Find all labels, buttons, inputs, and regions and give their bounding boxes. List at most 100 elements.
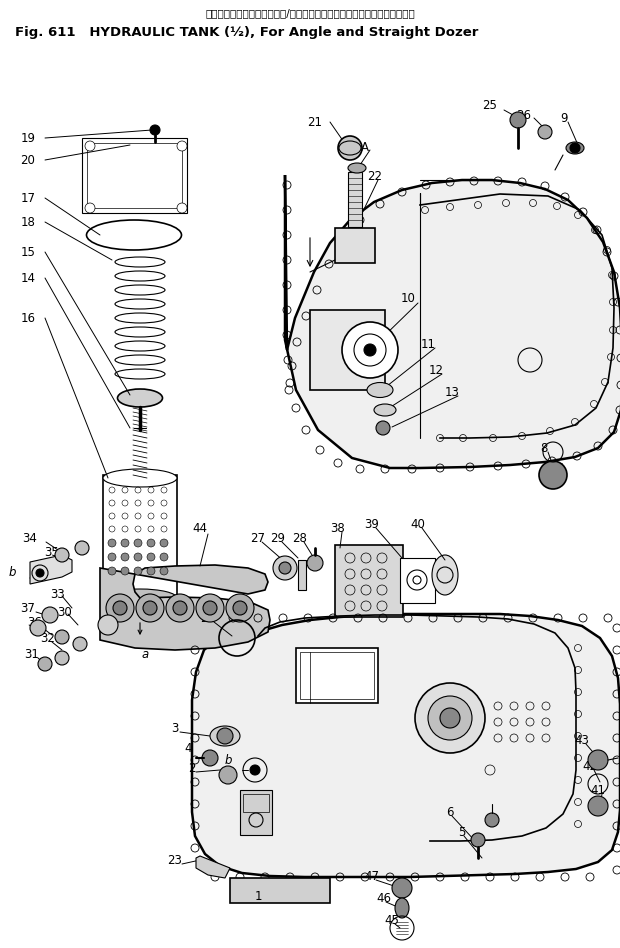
Text: 8: 8: [540, 442, 547, 454]
Text: 14: 14: [20, 271, 35, 284]
Circle shape: [233, 601, 247, 615]
Circle shape: [38, 657, 52, 671]
Text: 22: 22: [368, 170, 383, 183]
Text: 6: 6: [446, 806, 454, 818]
Circle shape: [73, 637, 87, 651]
Text: 12: 12: [428, 363, 443, 376]
Bar: [87, 143, 182, 208]
Text: 40: 40: [410, 518, 425, 531]
Ellipse shape: [367, 382, 393, 397]
Circle shape: [160, 539, 168, 547]
Circle shape: [55, 630, 69, 644]
Circle shape: [30, 620, 46, 636]
Text: 47: 47: [365, 870, 379, 884]
Circle shape: [217, 728, 233, 744]
Text: 9: 9: [560, 112, 568, 124]
Circle shape: [136, 594, 164, 622]
Circle shape: [106, 594, 134, 622]
Circle shape: [250, 765, 260, 775]
Bar: [335, 228, 375, 263]
Circle shape: [364, 344, 376, 356]
Circle shape: [440, 708, 460, 728]
Circle shape: [428, 696, 472, 740]
Circle shape: [392, 878, 412, 898]
Circle shape: [226, 594, 254, 622]
Text: 13: 13: [445, 387, 459, 399]
Circle shape: [273, 556, 297, 580]
Text: Fig. 611   HYDRAULIC TANK (½), For Angle and Straight Dozer: Fig. 611 HYDRAULIC TANK (½), For Angle a…: [15, 26, 479, 39]
Text: 7: 7: [556, 462, 564, 475]
Text: b: b: [8, 566, 16, 578]
Circle shape: [121, 567, 129, 575]
Circle shape: [588, 750, 608, 770]
Circle shape: [160, 553, 168, 561]
Text: 29: 29: [270, 532, 285, 544]
Bar: [310, 310, 385, 390]
Circle shape: [147, 567, 155, 575]
Text: 17: 17: [20, 191, 35, 205]
Text: a: a: [141, 648, 149, 662]
Text: 41: 41: [590, 783, 606, 796]
Circle shape: [121, 553, 129, 561]
Ellipse shape: [395, 898, 409, 918]
Circle shape: [42, 607, 58, 623]
Circle shape: [134, 539, 142, 547]
Text: 20: 20: [20, 154, 35, 167]
Bar: [240, 790, 272, 835]
Circle shape: [147, 553, 155, 561]
Text: 15: 15: [20, 246, 35, 259]
Text: 11: 11: [420, 337, 435, 351]
Circle shape: [134, 567, 142, 575]
Circle shape: [108, 567, 116, 575]
Circle shape: [134, 553, 142, 561]
Text: 39: 39: [365, 518, 379, 531]
Circle shape: [108, 539, 116, 547]
Text: 35: 35: [45, 545, 60, 558]
Circle shape: [588, 796, 608, 816]
Text: 46: 46: [376, 891, 391, 904]
Circle shape: [538, 125, 552, 139]
Text: ハイドロタンク　タンク　１/２　アングル　および　ストレート　ドーザ: ハイドロタンク タンク １/２ アングル および ストレート ドーザ: [205, 8, 415, 18]
Text: 5: 5: [458, 826, 466, 838]
Circle shape: [177, 141, 187, 151]
Polygon shape: [30, 555, 72, 584]
Text: 26: 26: [516, 108, 531, 121]
Circle shape: [510, 112, 526, 128]
Circle shape: [85, 141, 95, 151]
Circle shape: [196, 594, 224, 622]
Circle shape: [415, 683, 485, 753]
Text: 21A: 21A: [347, 140, 370, 154]
Text: 45: 45: [384, 914, 399, 926]
Ellipse shape: [348, 163, 366, 173]
Circle shape: [173, 601, 187, 615]
Circle shape: [147, 539, 155, 547]
Text: 23: 23: [167, 853, 182, 866]
Circle shape: [485, 813, 499, 827]
Circle shape: [108, 553, 116, 561]
Text: 3: 3: [171, 721, 179, 735]
Ellipse shape: [210, 726, 240, 746]
Circle shape: [539, 461, 567, 489]
Text: 38: 38: [330, 521, 345, 535]
Circle shape: [143, 601, 157, 615]
Polygon shape: [196, 856, 230, 878]
Circle shape: [113, 601, 127, 615]
Bar: [335, 545, 403, 617]
Circle shape: [376, 421, 390, 435]
Bar: [82, 138, 187, 213]
Circle shape: [55, 651, 69, 665]
Text: 10: 10: [401, 291, 415, 304]
Circle shape: [338, 136, 362, 160]
Text: 44: 44: [192, 521, 208, 535]
Bar: [298, 560, 306, 590]
Text: 16: 16: [20, 312, 35, 324]
Text: 2: 2: [188, 761, 196, 775]
Circle shape: [98, 615, 118, 635]
Text: 36: 36: [27, 615, 42, 629]
Ellipse shape: [374, 404, 396, 416]
Circle shape: [36, 569, 44, 577]
Text: 25: 25: [482, 99, 497, 112]
Circle shape: [166, 594, 194, 622]
Circle shape: [342, 322, 398, 378]
Text: 18: 18: [20, 215, 35, 228]
